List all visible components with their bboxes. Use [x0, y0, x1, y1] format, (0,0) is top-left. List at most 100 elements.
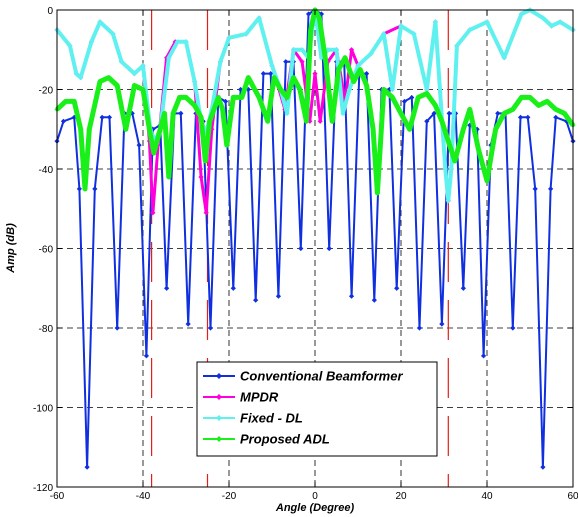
x-tick-label: -60 [50, 491, 65, 502]
data-point [527, 94, 533, 101]
data-point [467, 106, 473, 112]
data-point [548, 186, 554, 192]
data-point [226, 35, 232, 41]
data-point [97, 19, 103, 25]
y-tick-label: -100 [33, 404, 53, 415]
data-point [245, 74, 251, 81]
legend-label: Conventional Beamformer [240, 369, 403, 384]
data-point [118, 59, 125, 65]
data-point [409, 94, 415, 101]
legend-label: MPDR [240, 390, 279, 405]
data-point [140, 63, 146, 69]
data-point [78, 126, 84, 132]
data-point [136, 142, 142, 148]
data-point [348, 293, 355, 299]
data-point [374, 190, 380, 196]
data-point [439, 118, 445, 124]
data-point [517, 114, 524, 120]
data-point [480, 353, 487, 359]
legend-marker [216, 373, 222, 379]
data-point [540, 15, 546, 21]
legend-box [196, 361, 438, 457]
data-point [325, 47, 331, 53]
data-point [340, 110, 346, 116]
legend-label: Fixed - DL [240, 411, 303, 426]
data-point [553, 106, 559, 112]
data-point [389, 86, 395, 93]
legend-label: Proposed ADL [240, 432, 330, 447]
data-point [371, 297, 377, 303]
data-point [493, 126, 499, 132]
data-point [185, 321, 191, 327]
data-point [164, 285, 170, 291]
data-point [290, 74, 297, 81]
data-point [207, 118, 213, 124]
data-point [484, 19, 490, 25]
data-point [146, 126, 153, 132]
data-point [110, 31, 116, 37]
data-point [442, 166, 448, 172]
x-tick-label: -40 [136, 491, 151, 502]
data-point [308, 27, 314, 33]
data-point [298, 245, 304, 252]
data-point [268, 71, 274, 77]
data-point [381, 86, 387, 93]
legend: Conventional Beamformer MPDR Fixed - DL Pro… [196, 361, 438, 457]
data-point [561, 110, 567, 116]
data-point [71, 98, 77, 105]
data-point [63, 98, 69, 105]
data-point [357, 67, 363, 73]
data-point [198, 114, 204, 120]
data-point [329, 118, 335, 124]
data-point [445, 198, 451, 204]
x-tick-label: 20 [395, 491, 407, 502]
data-point [84, 464, 90, 470]
data-point [525, 114, 531, 120]
series-3 [54, 7, 576, 196]
data-point [318, 55, 325, 61]
data-point [239, 94, 245, 101]
data-point [265, 118, 271, 124]
data-point [510, 325, 516, 331]
data-point [563, 118, 570, 124]
data-point [446, 110, 452, 116]
data-point [253, 297, 259, 303]
data-point [275, 293, 282, 299]
data-point [283, 59, 289, 65]
data-point [299, 47, 305, 53]
data-point [170, 110, 176, 116]
y-tick-label: -120 [33, 483, 53, 494]
data-point [484, 178, 490, 184]
data-point [348, 47, 355, 53]
data-point [557, 19, 563, 25]
data-point [178, 110, 184, 116]
data-point [161, 110, 168, 116]
data-point [323, 59, 329, 65]
data-point [448, 166, 454, 172]
data-point [460, 285, 466, 291]
data-point [445, 138, 451, 144]
data-point [553, 114, 559, 120]
data-point [351, 78, 357, 85]
data-point [386, 86, 392, 93]
data-point [381, 31, 387, 37]
data-point [518, 11, 524, 17]
data-point [106, 114, 113, 120]
x-tick-label: 0 [312, 491, 318, 502]
y-tick-label: 0 [47, 6, 53, 17]
data-point [394, 285, 400, 291]
data-point [202, 158, 208, 164]
data-point [316, 15, 322, 21]
data-point [299, 59, 305, 65]
data-point [467, 122, 473, 128]
data-point [540, 464, 546, 470]
data-point [398, 110, 404, 116]
data-point [342, 55, 348, 61]
data-point [67, 43, 73, 49]
data-point [318, 11, 325, 17]
data-point [151, 150, 157, 156]
data-point [92, 186, 98, 192]
data-point [312, 71, 318, 77]
data-point [88, 39, 94, 45]
